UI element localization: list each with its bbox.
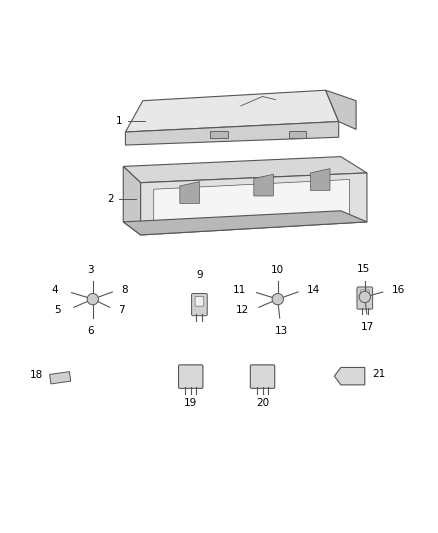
Text: 11: 11: [233, 285, 246, 295]
Circle shape: [272, 294, 283, 305]
Text: 12: 12: [236, 305, 249, 316]
Text: 13: 13: [275, 326, 288, 336]
Polygon shape: [123, 211, 367, 235]
Circle shape: [87, 294, 99, 305]
Polygon shape: [254, 174, 273, 196]
Text: 5: 5: [54, 305, 60, 316]
Polygon shape: [125, 122, 339, 145]
Text: 21: 21: [373, 369, 386, 379]
FancyBboxPatch shape: [360, 290, 369, 300]
FancyBboxPatch shape: [357, 287, 373, 309]
Text: 4: 4: [51, 285, 58, 295]
Polygon shape: [125, 90, 339, 132]
Text: 2: 2: [107, 194, 113, 204]
Text: 16: 16: [392, 286, 406, 295]
Text: 1: 1: [116, 116, 122, 126]
Polygon shape: [123, 166, 141, 235]
FancyBboxPatch shape: [195, 296, 204, 306]
Polygon shape: [123, 157, 367, 183]
Polygon shape: [210, 131, 228, 138]
Polygon shape: [154, 180, 350, 227]
Polygon shape: [289, 131, 306, 138]
Text: 10: 10: [270, 264, 283, 274]
Text: 7: 7: [118, 305, 124, 316]
Polygon shape: [325, 90, 356, 130]
FancyBboxPatch shape: [251, 365, 275, 389]
Text: 17: 17: [361, 322, 374, 333]
Text: 15: 15: [357, 264, 371, 273]
Circle shape: [359, 292, 371, 303]
Polygon shape: [180, 182, 199, 204]
Polygon shape: [141, 173, 367, 235]
Polygon shape: [311, 168, 330, 190]
Text: 6: 6: [87, 326, 93, 336]
Text: 3: 3: [87, 265, 93, 275]
Text: 9: 9: [196, 270, 203, 280]
Polygon shape: [334, 367, 365, 385]
FancyBboxPatch shape: [191, 294, 207, 316]
Text: 8: 8: [121, 285, 127, 295]
Polygon shape: [49, 372, 71, 384]
Text: 14: 14: [307, 285, 320, 295]
Text: 20: 20: [256, 398, 269, 408]
Text: 18: 18: [30, 370, 43, 381]
Text: 19: 19: [184, 398, 198, 408]
FancyBboxPatch shape: [179, 365, 203, 389]
